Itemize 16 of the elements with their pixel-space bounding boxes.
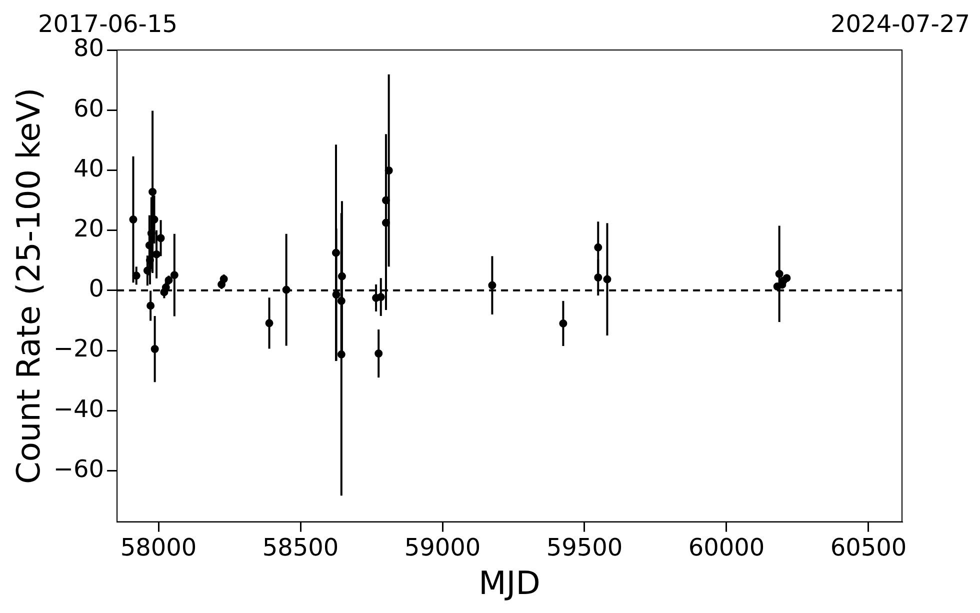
y-tick-label: −20	[53, 334, 104, 363]
x-tick-label: 60000	[688, 533, 765, 562]
y-tick-label: 0	[88, 274, 104, 303]
y-tick-label: −60	[53, 454, 104, 483]
y-axis-title: Count Rate (25-100 keV)	[10, 88, 48, 484]
text: 2024-07-27	[830, 10, 970, 38]
y-tick-label: −40	[53, 394, 104, 423]
x-tick-label: 59500	[546, 533, 623, 562]
x-axis-title: MJD	[478, 564, 540, 602]
x-tick-label: 59000	[404, 533, 481, 562]
y-tick-label: 20	[74, 214, 104, 243]
x-tick-label: 60500	[830, 533, 907, 562]
y-tick-label: 60	[74, 94, 104, 122]
x-tick-label: 58000	[120, 533, 197, 562]
x-tick-label: 58500	[262, 533, 339, 562]
y-tick-label: 40	[74, 154, 104, 182]
